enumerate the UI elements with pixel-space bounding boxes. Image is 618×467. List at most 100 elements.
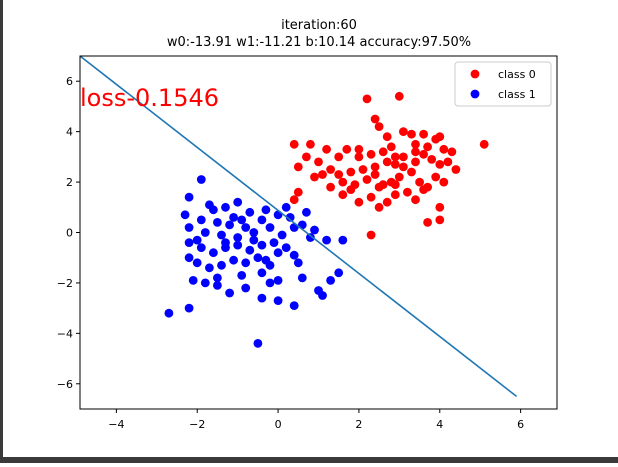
class-1-point [196,243,206,253]
class-0-point [407,167,416,177]
class-0-point [378,147,388,157]
class-1-point [213,218,222,227]
class-1-point [209,248,218,258]
y-tick-label: 2 [66,176,73,189]
class-0-point [338,177,348,187]
class-1-point [241,223,251,232]
class-0-point [362,94,372,104]
class-1-point [289,250,299,260]
class-1-point [322,235,331,245]
class-0-point [390,180,400,190]
legend-class-0-label: class 0 [498,68,536,81]
class-1-point [249,235,259,245]
x-tick-label: 6 [517,418,524,431]
class-0-point [431,172,441,182]
window-border-bottom [0,457,618,463]
x-tick-label: 4 [436,418,443,431]
class-0-point [314,157,323,167]
class-0-point [370,170,380,179]
class-1-point [297,273,307,283]
class-1-point [310,225,319,235]
class-1-point [184,253,194,263]
class-0-point [419,185,428,195]
class-0-point [306,139,315,149]
class-0-point [302,152,311,162]
class-1-point [209,205,218,215]
class-0-point [435,215,445,225]
class-1-point [273,210,283,220]
class-0-point [370,114,380,124]
class-0-point [374,202,384,212]
class-0-point [366,192,376,202]
class-1-point [184,238,194,248]
class-1-point [217,260,226,270]
class-1-point [306,233,315,242]
class-1-point [225,220,235,230]
class-1-point [326,276,335,285]
class-0-point [318,170,327,179]
class-1-point [200,228,210,237]
legend-class-1-marker [470,89,480,99]
class-1-point [233,240,243,250]
class-0-point [411,195,420,205]
class-0-point [435,202,445,212]
class-1-point [192,235,202,245]
class-0-point [374,122,384,131]
class-1-point [261,205,271,215]
class-0-point [411,147,420,157]
class-1-point [253,339,263,348]
class-0-point [346,185,356,195]
class-0-point [447,147,457,157]
class-0-point [419,129,428,139]
class-0-point [390,190,400,200]
class-1-point [318,291,327,300]
class-1-point [205,263,214,273]
x-tick-label: 0 [275,418,282,431]
class-0-point [419,149,428,159]
class-1-point [221,238,230,248]
class-0-point [439,144,449,154]
window-border-left [0,0,3,463]
class-0-point [390,160,400,169]
class-1-point [261,255,271,265]
class-1-point [184,303,194,313]
chart-title: iteration:60 [281,18,357,33]
class-0-point [346,167,356,177]
loss-annotation: loss-0.1546 [80,84,219,112]
class-0-point [399,162,408,172]
class-1-point [217,230,226,240]
class-1-point [253,253,263,263]
y-tick-label: −2 [57,277,73,290]
class-1-point [184,223,194,232]
class-1-point [241,283,251,293]
class-1-point [200,278,210,288]
class-0-point [289,195,299,205]
legend: class 0 class 1 [454,61,552,107]
class-1-point [233,197,243,207]
y-tick-label: 4 [66,126,73,139]
class-0-point [411,157,420,167]
class-1-point [221,202,230,212]
class-1-point [245,207,255,217]
class-1-point [249,228,259,237]
class-0-point [362,175,372,184]
class-1-point [213,273,222,283]
class-1-point [196,175,206,184]
class-1-point [229,255,239,265]
class-1-point [269,238,279,248]
class-0-point [411,139,420,149]
decision-boundary-line [80,56,518,398]
class-0-point [435,132,445,142]
class-0-point [415,177,424,187]
class-1-point [293,258,303,268]
class-0-point [427,155,437,164]
class-0-point [334,152,344,162]
class-1-point [273,276,283,285]
class-1-point [237,215,247,225]
class-1-point [196,215,206,225]
class-0-point [293,162,303,172]
legend-class-1-label: class 1 [498,88,536,101]
class-0-point [382,132,392,142]
class-0-point [378,180,388,190]
